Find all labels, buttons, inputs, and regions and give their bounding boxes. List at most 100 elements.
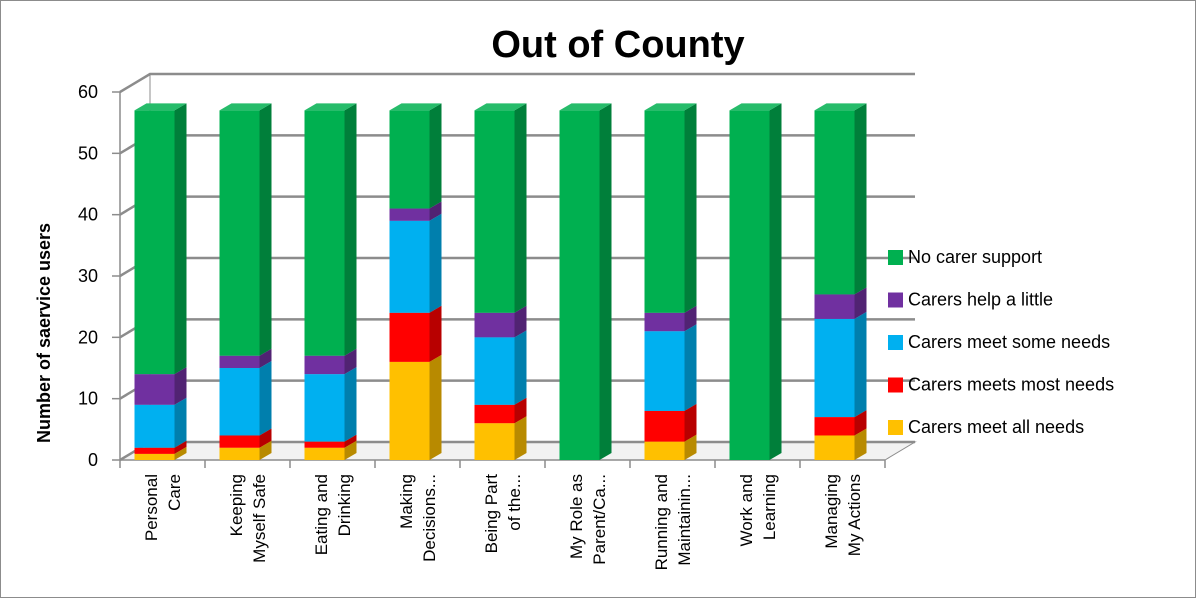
x-tick-label: Being Part of the...: [482, 474, 524, 554]
legend-label: Carers meet all needs: [908, 417, 1084, 437]
y-tick-label: 0: [88, 450, 98, 470]
x-tick-label: Making Decisions...: [397, 474, 439, 562]
bar-segment-side: [854, 103, 867, 295]
bar-segment: [219, 361, 272, 436]
bar-segment-front: [814, 294, 855, 319]
bar-segment-front: [474, 110, 515, 313]
bar-segment-front: [389, 220, 430, 313]
bar-segment-side: [344, 440, 357, 460]
bar-segment-side: [344, 348, 357, 375]
bar-segment-front: [304, 110, 345, 356]
bar-segment-side: [174, 397, 187, 448]
x-tick-label-line: Keeping: [227, 474, 246, 536]
bar-segment-side: [259, 103, 272, 356]
bar-segment-side: [429, 213, 442, 313]
bar-segment-side: [684, 305, 697, 332]
bar-stack: [134, 103, 187, 460]
bar-segment-side: [429, 103, 442, 209]
bar-stack: [729, 103, 782, 461]
bar-segment-front: [389, 312, 430, 362]
bar-segment-front: [134, 447, 175, 454]
bar-segment: [134, 397, 187, 448]
y-tick-label: 10: [78, 389, 98, 409]
y-tick-label: 40: [78, 205, 98, 225]
y-tick-label: 50: [78, 143, 98, 163]
bar-segment-front: [389, 208, 430, 221]
bar-segment-front: [219, 355, 260, 368]
bar-segment-front: [389, 110, 430, 209]
bar-segment-side: [514, 330, 527, 405]
bar-segment-front: [814, 110, 855, 295]
bar-segment-side: [684, 324, 697, 411]
bar-segment-front: [814, 435, 855, 460]
bar-segment-front: [474, 312, 515, 338]
legend-swatch: [888, 250, 903, 265]
bar-segment-side: [259, 440, 272, 460]
bar-segment-front: [474, 404, 515, 424]
bar-segment-side: [514, 103, 527, 313]
bar-segment-side: [174, 440, 187, 454]
bar-segment: [304, 103, 357, 356]
bar-segment-side: [429, 201, 442, 221]
bar-segment: [559, 103, 612, 461]
x-tick-label-line: of the...: [505, 474, 524, 531]
category-labels: Personal Care Keeping Myself Safe Eating and…: [142, 474, 864, 571]
x-tick-label-line: Myself Safe: [250, 474, 269, 563]
bar-segment-side: [854, 410, 867, 436]
x-tick-label-line: Parent/Ca...: [590, 474, 609, 565]
bar-stack: [389, 103, 442, 460]
bar-segment-front: [729, 110, 770, 461]
x-tick-label: Personal Care: [142, 474, 184, 541]
legend-swatch: [888, 420, 903, 435]
bar-segment-side: [854, 287, 867, 319]
bar-segment-side: [174, 446, 187, 460]
bar-segment-front: [134, 374, 175, 405]
bar-stack: [304, 103, 357, 460]
bar-segment-front: [644, 331, 685, 411]
bar-segment-front: [559, 110, 600, 461]
x-tick-label: Work and Learning: [737, 474, 779, 546]
bar-segment-front: [304, 355, 345, 375]
bar-segment-front: [134, 110, 175, 375]
bar-segment: [729, 103, 782, 461]
bar-segment: [134, 103, 187, 375]
bar-segment: [389, 213, 442, 313]
x-tick-label: Running and Maintainin...: [652, 474, 694, 570]
bar-segment-side: [259, 428, 272, 448]
bar-segment-front: [304, 441, 345, 448]
x-tick-label-line: Being Part: [482, 474, 501, 554]
x-tick-label-line: Running and: [652, 474, 671, 570]
bar-segment: [474, 103, 527, 313]
bar-segment-side: [259, 348, 272, 368]
bar-segment-side: [769, 103, 782, 461]
x-tick-label-line: My Actions: [845, 474, 864, 556]
bar-segment-front: [644, 110, 685, 313]
bar-segment-side: [259, 361, 272, 436]
x-tick-label: Keeping Myself Safe: [227, 474, 269, 563]
bar-stack: [219, 103, 272, 460]
bar-segment-side: [344, 367, 357, 442]
legend-item: No carer support: [888, 247, 1042, 267]
bar-segment: [219, 103, 272, 356]
bar-segment-side: [174, 367, 187, 405]
bar-segment-front: [814, 417, 855, 436]
y-axis-label: Number of saervice users: [34, 223, 54, 443]
x-tick-label-line: Drinking: [335, 474, 354, 536]
bar-segment-side: [599, 103, 612, 461]
legend-label: Carers help a little: [908, 290, 1053, 310]
legend-item: Carers meet all needs: [888, 417, 1084, 437]
legend-label: Carers meet some needs: [908, 332, 1110, 352]
bar-segment-front: [644, 441, 685, 460]
legend-item: Carers meet some needs: [888, 332, 1110, 352]
bar-segment-front: [219, 368, 260, 436]
bar-segment-front: [644, 312, 685, 332]
y-tick-label: 20: [78, 327, 98, 347]
bar-segment-side: [684, 434, 697, 460]
bar-segment-side: [514, 416, 527, 460]
x-tick-label-line: Making: [397, 474, 416, 529]
chart-title: Out of County: [491, 24, 744, 66]
bar-segment-top: [389, 103, 442, 111]
x-tick-label-line: Personal: [142, 474, 161, 541]
bar-segment-front: [134, 404, 175, 448]
